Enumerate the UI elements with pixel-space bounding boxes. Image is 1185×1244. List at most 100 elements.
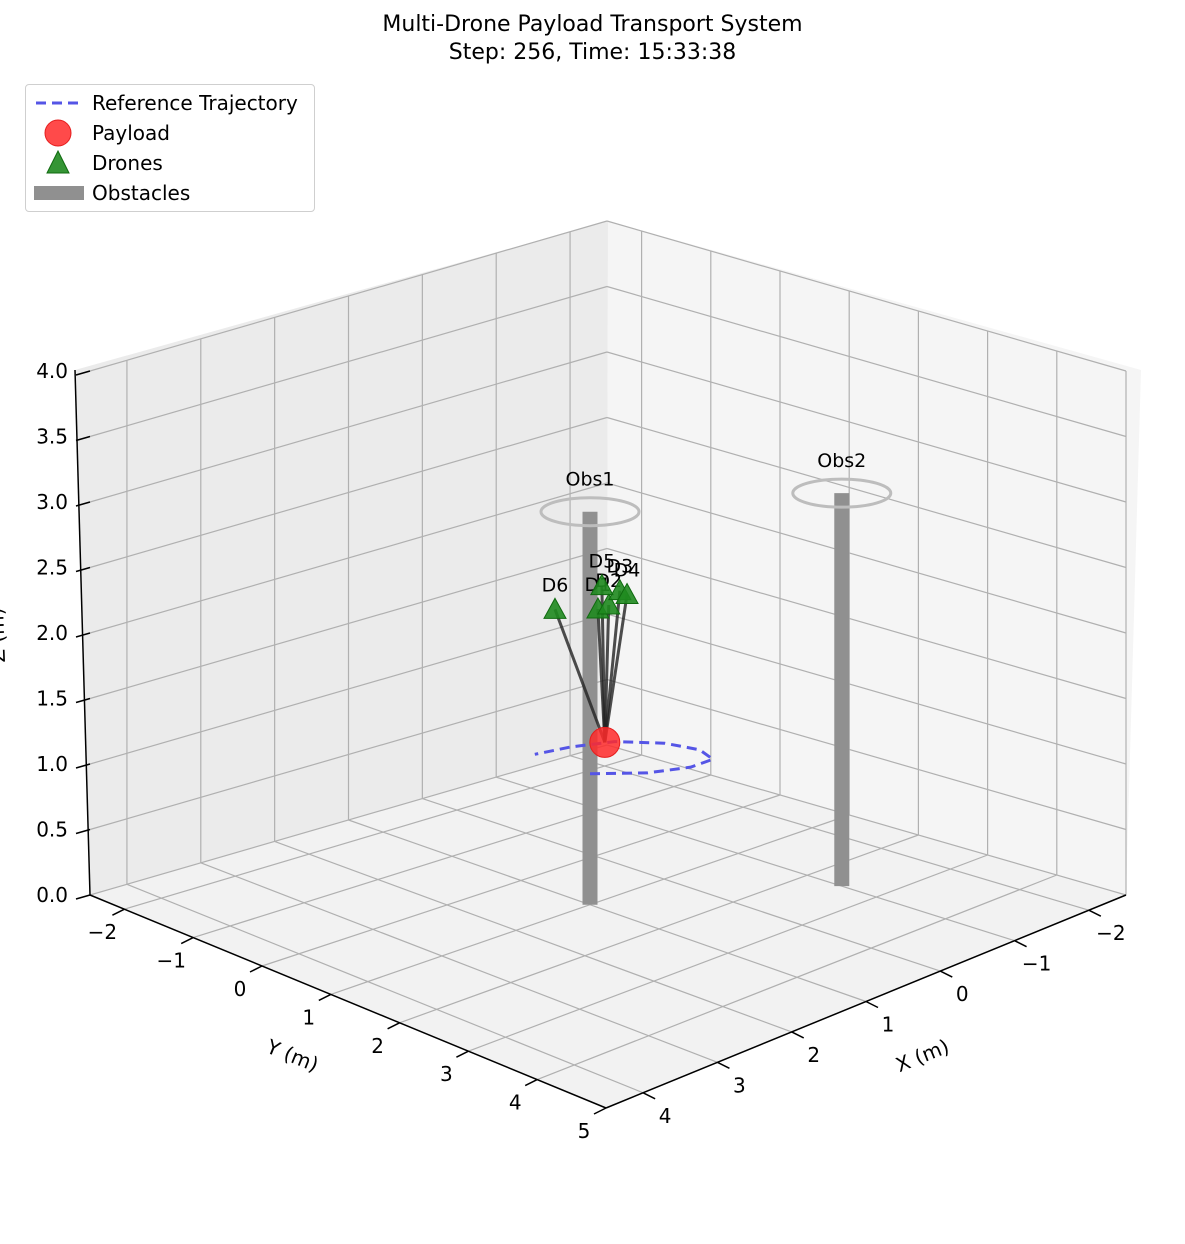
x-tick-label: 4 [659, 1104, 672, 1128]
wall-grid-z-left [89, 416, 608, 569]
drone-marker [590, 573, 614, 596]
y-tick-mark [249, 965, 263, 973]
legend-label-obstacles: Obstacles [92, 181, 191, 205]
floor-grid-y [124, 754, 642, 910]
floor-grid-y [193, 774, 711, 939]
x-tick-mark [939, 970, 953, 978]
z-tick-mark [75, 435, 91, 442]
x-tick-label: 1 [882, 1013, 895, 1037]
floor-grid-x [348, 819, 867, 1003]
x-tick-mark [642, 1092, 656, 1100]
y-tick-label: 5 [578, 1119, 591, 1143]
z-tick-mark [75, 566, 91, 573]
floor-grid-y [261, 794, 781, 967]
wall-grid-z-left [89, 351, 608, 503]
wall-grid-z-right [606, 613, 1127, 765]
wall-grid-z-left [89, 744, 608, 896]
drone-label: D5 [589, 551, 616, 573]
x-tick-mark [717, 1061, 730, 1070]
cable-line [603, 594, 629, 743]
x-tick-mark [1088, 909, 1102, 917]
x-tick-label: −1 [1022, 952, 1051, 976]
z-tick-mark [75, 501, 91, 507]
z-tick-label: 2.5 [36, 556, 68, 580]
z-axis-label: Z (m) [0, 607, 10, 663]
wall-grid-z-right [606, 678, 1127, 831]
z-tick-label: 3.0 [36, 490, 68, 514]
y-tick-label: 2 [371, 1034, 384, 1058]
z-tick-label: 2.0 [36, 621, 68, 645]
drone-label: D3 [607, 556, 634, 578]
z-tick-label: 1.5 [36, 687, 68, 711]
z-tick-label: 0.0 [36, 883, 68, 907]
y-tick-mark [456, 1050, 469, 1058]
wall-grid-z-left [89, 482, 608, 634]
wall-grid-z-left [89, 613, 608, 765]
z-tick-label: 4.0 [36, 359, 68, 383]
y-tick-mark [524, 1078, 538, 1087]
obstacle-top-ring [539, 496, 641, 528]
x-tick-mark [791, 1031, 805, 1039]
obstacle-label: Obs1 [565, 469, 614, 491]
wall-grid-z-left [89, 678, 608, 831]
left-pane [75, 221, 608, 895]
floor-grid-x [126, 883, 644, 1094]
z-tick-mark [75, 828, 91, 835]
y-ticks: −2 −1 0 1 2 3 4 5 [88, 908, 607, 1143]
floor-grid-y [536, 874, 1058, 1081]
wall-grid-z-left [89, 220, 608, 372]
payload-marker [589, 726, 621, 758]
y-tick-label: −1 [156, 949, 185, 973]
drone-marker [543, 597, 567, 619]
y-tick-label: 0 [234, 977, 247, 1001]
x-ticks: −2 −1 0 1 2 3 4 [642, 909, 1126, 1128]
legend-label-payload: Payload [92, 121, 170, 145]
floor-grid-x [569, 755, 1090, 911]
legend-item-payload: Payload [26, 118, 314, 148]
wall-grid-z-right [606, 351, 1127, 503]
drone-marker [615, 582, 639, 605]
x-tick-label: 3 [733, 1073, 746, 1097]
wall-grid-z-left [89, 547, 608, 700]
drone-label: D4 [614, 560, 641, 582]
gray-bar-icon [34, 186, 84, 200]
red-circle-icon [44, 119, 72, 147]
wall-grid-z-right [606, 744, 1127, 896]
y-tick-mark [112, 908, 125, 916]
z-ticks: 0.0 0.5 1.0 1.5 2.0 2.5 3.0 3.5 4.0 [36, 359, 91, 907]
x-tick-mark [865, 1000, 879, 1009]
y-tick-label: 1 [302, 1005, 315, 1029]
wall-grid-z-right [606, 416, 1127, 569]
wall-grid-z-right [606, 220, 1127, 372]
floor-grid-x [422, 798, 941, 972]
floor-grid-y [399, 834, 919, 1024]
obstacle-top-ring [791, 477, 893, 509]
y-axis-line [89, 894, 607, 1109]
floor-grid-x [200, 862, 718, 1063]
x-tick-mark [1014, 939, 1027, 948]
z-tick-mark [75, 632, 91, 638]
legend-item-trajectory: Reference Trajectory [26, 88, 314, 118]
floor-pane [90, 745, 1126, 1108]
y-tick-label: −2 [88, 920, 117, 944]
drone-label: D6 [542, 574, 569, 596]
x-axis-label: X (m) [892, 1034, 952, 1077]
z-tick-mark [75, 894, 91, 900]
z-tick-label: 0.5 [36, 818, 68, 842]
wall-grid-z-left [89, 285, 608, 438]
obstacle-label: Obs2 [817, 450, 866, 472]
cable-line [553, 608, 607, 743]
plot-content: Obs1Obs2D1D2D3D4D5D6 [534, 450, 893, 905]
legend-item-drones: Drones [26, 148, 314, 178]
y-tick-mark [318, 993, 332, 1002]
y-tick-mark [387, 1022, 400, 1030]
z-tick-mark [75, 370, 91, 376]
legend-label-drones: Drones [92, 151, 163, 175]
z-tick-label: 3.5 [36, 425, 68, 449]
y-tick-label: 3 [440, 1062, 453, 1086]
green-triangle-icon [46, 149, 70, 174]
x-tick-label: 2 [807, 1043, 820, 1067]
legend-label-trajectory: Reference Trajectory [92, 91, 298, 115]
legend: Reference Trajectory Payload Drones Obst… [25, 84, 315, 212]
